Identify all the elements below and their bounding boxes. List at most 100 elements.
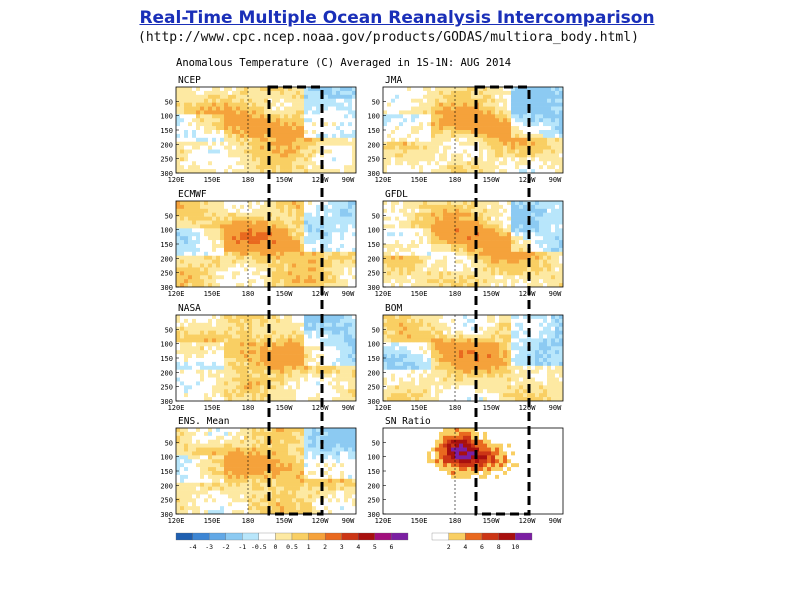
x-tick-label: 150W xyxy=(483,290,501,298)
colorbar-label: -1 xyxy=(238,543,246,551)
y-tick-label: 100 xyxy=(160,454,173,462)
x-tick-label: 120W xyxy=(519,404,537,412)
x-tick-label: 120E xyxy=(375,176,392,184)
colorbar-swatch xyxy=(275,532,293,541)
colorbar-swatch xyxy=(341,532,359,541)
x-tick-label: 150E xyxy=(204,517,221,525)
colorbar-swatch xyxy=(431,532,449,541)
x-tick-label: 120W xyxy=(519,290,537,298)
panel-name: BOM xyxy=(385,303,402,314)
colorbar-swatch xyxy=(225,532,243,541)
colorbar-label: -0.5 xyxy=(251,543,267,551)
x-tick-label: 120E xyxy=(375,404,392,412)
y-tick-label: 150 xyxy=(367,241,380,249)
highlight-box xyxy=(474,85,531,516)
x-tick-label: 150W xyxy=(483,404,501,412)
panel-name: ENS. Mean xyxy=(178,416,229,427)
x-tick-label: 120E xyxy=(168,517,185,525)
x-tick-label: 120W xyxy=(312,404,330,412)
colorbar-label: 1 xyxy=(307,543,311,551)
y-tick-label: 50 xyxy=(165,326,173,334)
y-tick-label: 50 xyxy=(372,326,380,334)
x-tick-label: 150E xyxy=(411,517,428,525)
panel-field xyxy=(383,201,563,287)
y-tick-label: 300 xyxy=(367,398,380,406)
y-tick-label: 200 xyxy=(160,369,173,377)
x-tick-label: 180 xyxy=(449,176,462,184)
y-tick-label: 200 xyxy=(367,141,380,149)
colorbar-label: 0.5 xyxy=(286,543,298,551)
x-tick-label: 180 xyxy=(242,290,255,298)
y-tick-label: 50 xyxy=(372,439,380,447)
colorbar-swatch xyxy=(192,532,210,541)
x-tick-label: 120E xyxy=(375,290,392,298)
y-tick-label: 250 xyxy=(160,497,173,505)
colorbar-label: 5 xyxy=(373,543,377,551)
x-tick-label: 120E xyxy=(168,404,185,412)
x-tick-label: 90W xyxy=(342,176,355,184)
x-tick-label: 120W xyxy=(519,517,537,525)
y-tick-label: 200 xyxy=(160,141,173,149)
colorbar-label: 3 xyxy=(340,543,344,551)
y-tick-label: 250 xyxy=(160,156,173,164)
colorbar-swatch xyxy=(258,532,276,541)
x-tick-label: 150E xyxy=(411,176,428,184)
x-tick-label: 150W xyxy=(276,176,294,184)
x-tick-label: 180 xyxy=(242,517,255,525)
y-tick-label: 100 xyxy=(367,227,380,235)
colorbar-label: -2 xyxy=(222,543,230,551)
y-tick-label: 300 xyxy=(160,170,173,178)
y-tick-label: 50 xyxy=(372,98,380,106)
y-tick-label: 300 xyxy=(367,170,380,178)
x-tick-label: 120W xyxy=(312,176,330,184)
y-tick-label: 50 xyxy=(165,212,173,220)
y-tick-label: 250 xyxy=(367,270,380,278)
y-tick-label: 100 xyxy=(367,341,380,349)
y-tick-label: 100 xyxy=(367,454,380,462)
y-tick-label: 150 xyxy=(160,241,173,249)
colorbar-label: 2 xyxy=(447,543,451,551)
colorbar-label: 6 xyxy=(480,543,484,551)
colorbar-swatch xyxy=(498,532,516,541)
panel-name: JMA xyxy=(385,75,402,86)
y-tick-label: 100 xyxy=(160,227,173,235)
colorbar-swatch xyxy=(515,532,533,541)
colorbar-label: -3 xyxy=(205,543,213,551)
panel-name: NCEP xyxy=(178,75,201,86)
y-tick-label: 300 xyxy=(367,511,380,519)
y-tick-label: 50 xyxy=(372,212,380,220)
x-tick-label: 120E xyxy=(168,290,185,298)
colorbar-label: 8 xyxy=(497,543,501,551)
x-tick-label: 90W xyxy=(342,404,355,412)
colorbar-swatch xyxy=(448,532,466,541)
y-tick-label: 150 xyxy=(367,468,380,476)
x-tick-label: 90W xyxy=(549,404,562,412)
x-tick-label: 150E xyxy=(411,290,428,298)
y-tick-label: 150 xyxy=(367,127,380,135)
colorbar-swatch xyxy=(465,532,483,541)
y-tick-label: 200 xyxy=(367,255,380,263)
x-tick-label: 180 xyxy=(242,176,255,184)
x-tick-label: 120W xyxy=(519,176,537,184)
x-tick-label: 90W xyxy=(549,517,562,525)
colorbar-label: 2 xyxy=(323,543,327,551)
slide-title: Real-Time Multiple Ocean Reanalysis Inte… xyxy=(0,8,794,28)
colorbar-swatch xyxy=(175,532,193,541)
y-tick-label: 250 xyxy=(160,384,173,392)
y-tick-label: 150 xyxy=(160,127,173,135)
y-tick-label: 150 xyxy=(160,355,173,363)
y-tick-label: 200 xyxy=(367,482,380,490)
x-tick-label: 150W xyxy=(483,176,501,184)
x-tick-label: 120E xyxy=(375,517,392,525)
x-tick-label: 150E xyxy=(204,176,221,184)
y-tick-label: 300 xyxy=(160,511,173,519)
colorbar-label: 10 xyxy=(511,543,519,551)
colorbar-label: -4 xyxy=(189,543,197,551)
colorbar-label: 4 xyxy=(356,543,360,551)
x-tick-label: 180 xyxy=(242,404,255,412)
